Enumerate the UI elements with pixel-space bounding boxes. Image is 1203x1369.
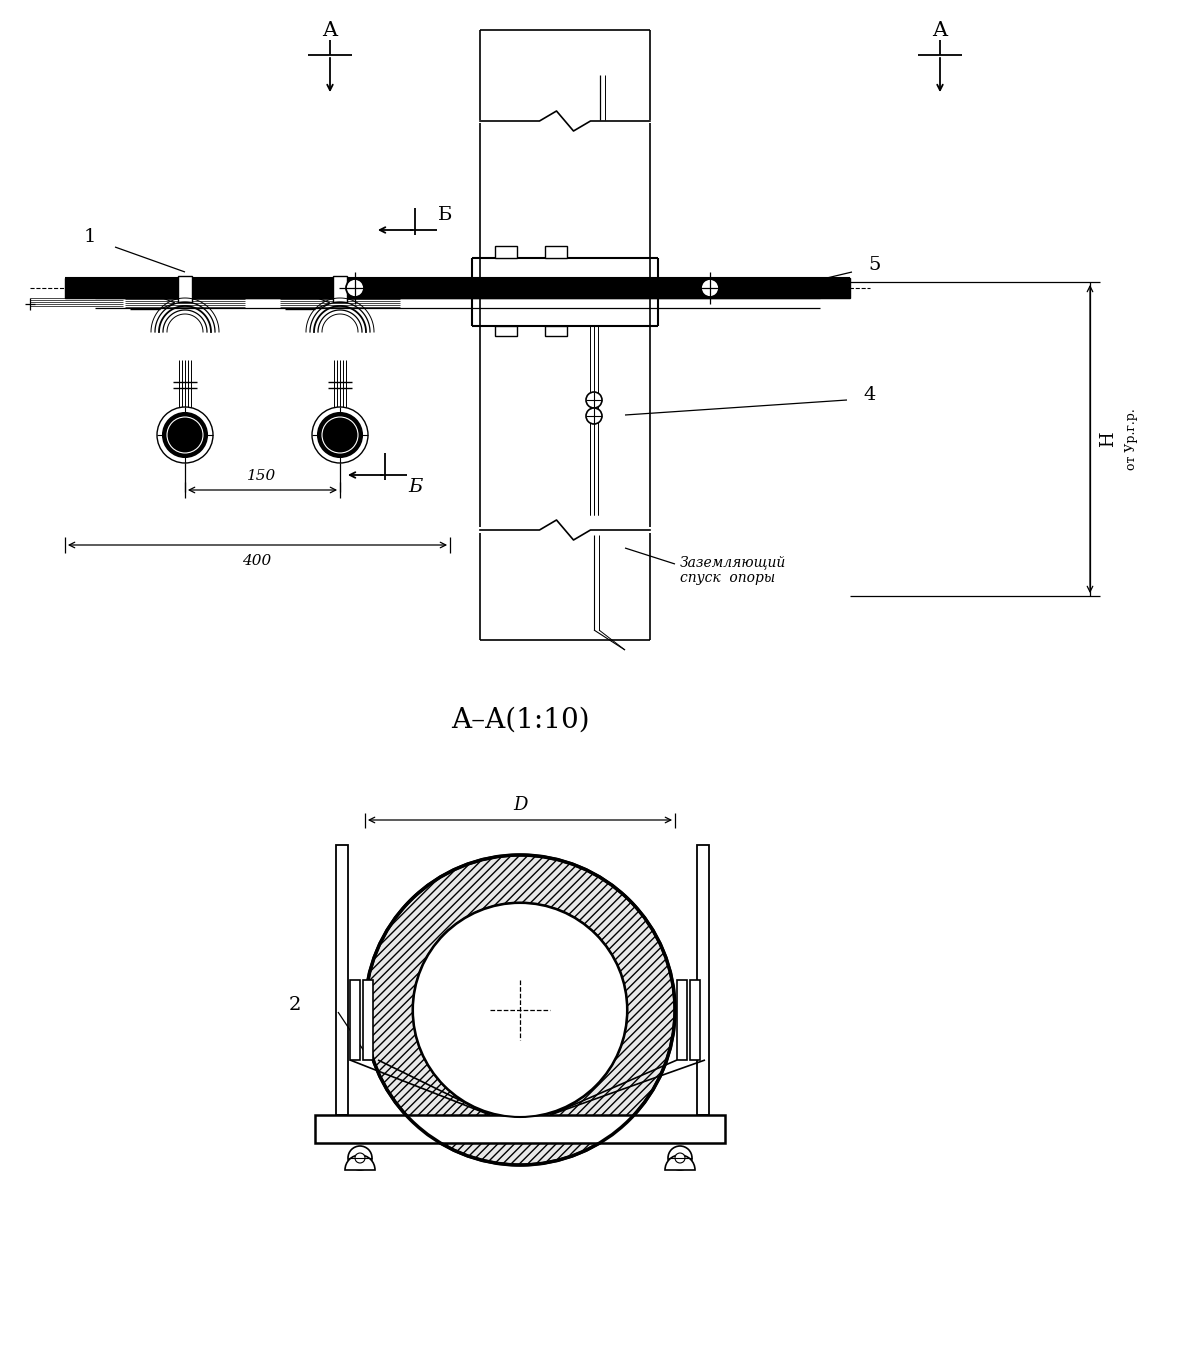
Circle shape — [322, 418, 358, 453]
Circle shape — [668, 1146, 692, 1170]
Bar — [336, 845, 348, 1114]
Circle shape — [162, 413, 207, 457]
Circle shape — [701, 279, 719, 297]
Text: H: H — [1100, 431, 1118, 446]
Wedge shape — [345, 1155, 375, 1170]
Circle shape — [318, 413, 362, 457]
Bar — [677, 980, 687, 1060]
Bar — [350, 980, 360, 1060]
Bar — [494, 246, 517, 257]
Text: 400: 400 — [242, 554, 272, 568]
Bar — [363, 980, 373, 1060]
Text: A–A(1:10): A–A(1:10) — [451, 706, 589, 734]
Bar — [65, 278, 851, 298]
Circle shape — [586, 392, 602, 408]
Wedge shape — [665, 1155, 695, 1170]
Text: D: D — [512, 795, 527, 815]
Bar — [545, 246, 567, 257]
Circle shape — [167, 418, 203, 453]
Wedge shape — [365, 856, 675, 1165]
Bar — [315, 1114, 725, 1143]
Bar — [545, 326, 567, 335]
Text: Заземляющий: Заземляющий — [680, 554, 787, 570]
Text: 5: 5 — [869, 256, 881, 274]
Text: 1: 1 — [84, 229, 96, 246]
Circle shape — [413, 904, 627, 1117]
Text: 4: 4 — [864, 386, 876, 404]
Bar — [697, 845, 709, 1114]
Text: Б: Б — [438, 205, 452, 225]
Circle shape — [312, 407, 368, 463]
Bar — [333, 277, 346, 303]
Text: 2: 2 — [289, 997, 301, 1014]
Text: от Ур.г.р.: от Ур.г.р. — [1126, 408, 1138, 470]
Text: Б: Б — [408, 478, 422, 496]
Circle shape — [355, 1153, 365, 1164]
Bar — [494, 326, 517, 335]
Circle shape — [348, 1146, 372, 1170]
Text: A: A — [322, 21, 338, 40]
Circle shape — [346, 279, 365, 297]
Text: спуск  опоры: спуск опоры — [680, 571, 775, 585]
Circle shape — [586, 408, 602, 424]
Bar — [178, 277, 192, 303]
Text: 150: 150 — [248, 470, 277, 483]
Bar — [691, 980, 700, 1060]
Circle shape — [675, 1153, 685, 1164]
Circle shape — [158, 407, 213, 463]
Text: A: A — [932, 21, 948, 40]
